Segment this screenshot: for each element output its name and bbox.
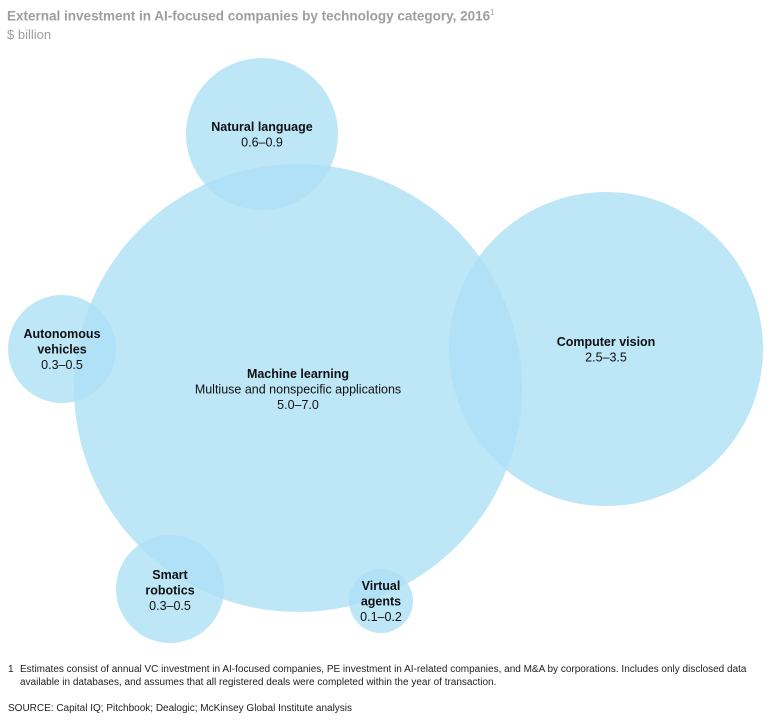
chart-unit: $ billion [7, 27, 52, 42]
bubble-value-smart-robotics: 0.3–0.5 [149, 599, 191, 613]
bubble-value-natural-language: 0.6–0.9 [241, 136, 283, 150]
bubble-label-smart-robotics: robotics [145, 584, 194, 598]
bubble-label-natural-language: Natural language [211, 120, 312, 134]
bubble-virtual-agents [349, 569, 413, 633]
bubble-value-autonomous-vehicles: 0.3–0.5 [41, 358, 83, 372]
bubble-label-autonomous-vehicles: vehicles [37, 343, 86, 357]
bubbles-layer [8, 58, 763, 643]
bubble-label-virtual-agents: Virtual [362, 579, 401, 593]
bubble-label-virtual-agents: agents [361, 595, 401, 609]
bubble-description-machine-learning: Multiuse and nonspecific applications [195, 383, 401, 397]
footnote: 1 Estimates consist of annual VC investm… [8, 663, 748, 689]
bubble-label-machine-learning: Machine learning [247, 367, 349, 381]
bubble-computer-vision [449, 192, 763, 506]
bubble-value-computer-vision: 2.5–3.5 [585, 351, 627, 365]
chart-title-text: External investment in AI-focused compan… [7, 8, 491, 24]
bubble-natural-language [186, 58, 338, 210]
bubble-label-computer-vision: Computer vision [557, 335, 656, 349]
title-footnote-mark: 1 [490, 8, 495, 17]
bubble-label-smart-robotics: Smart [152, 568, 188, 582]
bubble-chart: Machine learning Multiuse and nonspecific… [8, 58, 763, 643]
bubble-autonomous-vehicles [8, 295, 116, 403]
chart-title: External investment in AI-focused compan… [7, 8, 495, 24]
bubble-machine-learning [74, 164, 522, 612]
bubble-label-autonomous-vehicles: Autonomous [23, 327, 100, 341]
bubble-value-machine-learning: 5.0–7.0 [277, 398, 319, 412]
source-note: SOURCE: Capital IQ; Pitchbook; Dealogic;… [8, 703, 353, 714]
bubble-smart-robotics [116, 535, 224, 643]
footnote-text: Estimates consist of annual VC investmen… [20, 664, 747, 688]
bubble-value-virtual-agents: 0.1–0.2 [360, 610, 402, 624]
labels-layer: Machine learning Multiuse and nonspecific… [23, 120, 655, 624]
footnote-number: 1 [8, 664, 14, 675]
